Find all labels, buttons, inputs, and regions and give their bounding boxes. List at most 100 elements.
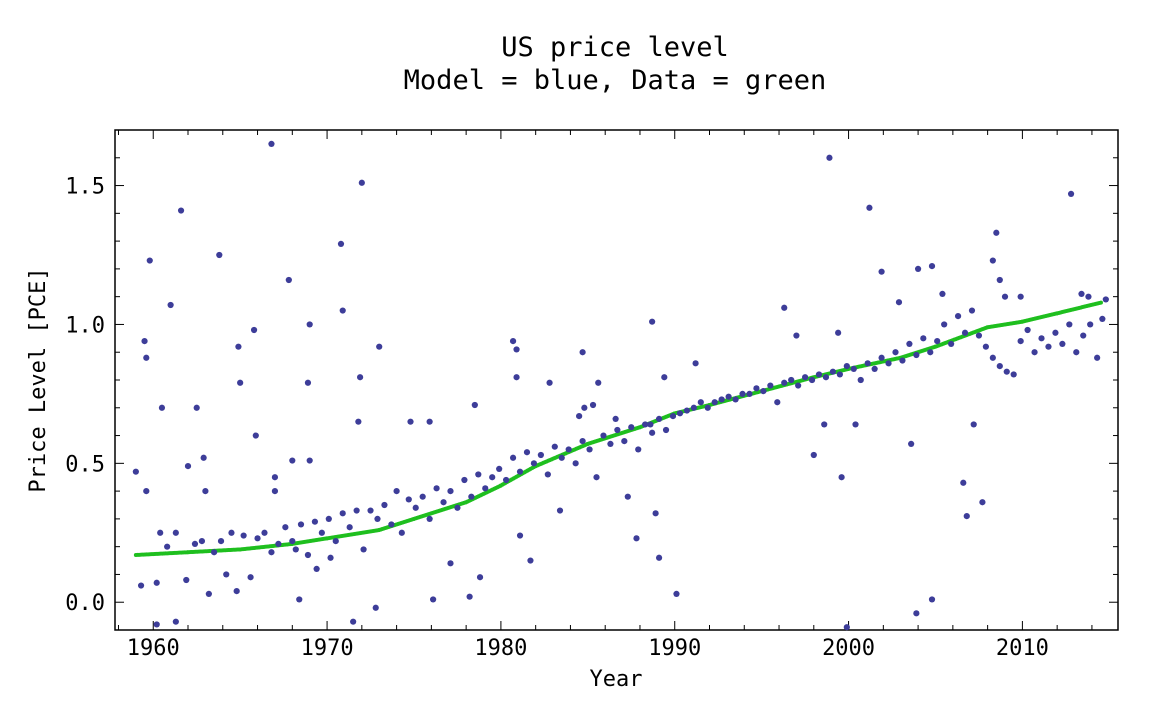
model-point: [954, 313, 962, 320]
model-point: [908, 440, 915, 447]
y-tick-labels: 0.0 0.5 1.0 1.5: [65, 175, 105, 617]
model-point: [975, 332, 983, 339]
model-point: [350, 618, 357, 625]
model-point: [202, 488, 209, 495]
model-point: [843, 624, 850, 631]
data-series-green: [133, 300, 1103, 557]
model-point: [426, 515, 433, 522]
model-point: [271, 474, 279, 481]
model-point: [381, 501, 388, 509]
model-point: [304, 551, 312, 559]
model-point: [153, 579, 160, 586]
model-point: [398, 529, 405, 536]
model-point: [235, 343, 242, 350]
model-point: [704, 404, 711, 411]
model-point: [468, 493, 475, 500]
model-point: [132, 468, 139, 475]
model-point: [426, 418, 433, 425]
model-point: [318, 529, 325, 536]
model-point: [153, 621, 160, 628]
model-point: [871, 365, 878, 372]
model-point: [607, 440, 614, 447]
model-point: [339, 510, 346, 517]
x-tick-label: 1980: [474, 636, 527, 661]
model-point: [662, 426, 670, 434]
model-point: [961, 329, 969, 336]
model-point: [593, 474, 600, 481]
x-tick-label: 2010: [996, 636, 1049, 661]
model-point: [885, 360, 892, 367]
model-point: [374, 515, 381, 522]
model-point: [1038, 335, 1045, 342]
chart-subtitle: Model = blue, Data = green: [404, 65, 827, 96]
model-point: [289, 457, 296, 464]
model-point: [572, 460, 579, 467]
model-point: [864, 360, 871, 367]
model-point: [158, 404, 166, 411]
y-tick-label: 1.0: [65, 313, 105, 338]
model-point: [655, 415, 663, 422]
model-point: [509, 338, 517, 345]
model-point: [306, 457, 313, 464]
model-point: [906, 340, 913, 347]
model-point: [970, 421, 977, 428]
model-point: [167, 301, 174, 309]
model-point: [899, 357, 906, 364]
model-point: [826, 154, 833, 161]
model-point: [621, 438, 628, 445]
model-point: [612, 415, 619, 422]
model-point: [1017, 338, 1024, 345]
model-point: [261, 529, 268, 536]
model-point: [297, 521, 305, 528]
model-point: [433, 485, 440, 492]
model-point: [815, 371, 823, 378]
model-point: [217, 538, 225, 545]
model-point: [183, 576, 190, 584]
model-point: [655, 554, 663, 561]
model-point: [388, 521, 395, 528]
model-point: [282, 524, 289, 531]
model-point: [1031, 349, 1038, 356]
model-point: [271, 488, 279, 495]
model-point: [332, 538, 339, 545]
model-point: [530, 460, 538, 467]
model-point: [836, 371, 843, 378]
model-point: [544, 471, 551, 478]
model-point: [934, 338, 941, 345]
model-point: [143, 354, 150, 361]
model-point: [589, 401, 597, 409]
model-point: [393, 488, 400, 495]
model-point: [633, 535, 640, 542]
model-point: [746, 390, 753, 397]
model-point: [466, 593, 473, 600]
model-point: [164, 543, 171, 550]
plot-frame: [114, 129, 1119, 631]
model-point: [1059, 340, 1066, 347]
model-point: [808, 376, 816, 384]
model-point: [527, 557, 534, 564]
model-point: [172, 529, 179, 536]
model-point: [960, 479, 967, 486]
model-point: [503, 476, 510, 484]
model-point: [579, 349, 586, 356]
model-point: [482, 485, 489, 492]
model-point: [892, 349, 899, 356]
model-point: [595, 379, 602, 386]
x-tick-label: 1970: [301, 636, 354, 661]
model-point: [928, 263, 936, 270]
model-point: [355, 418, 362, 425]
model-point: [838, 474, 845, 481]
model-point: [137, 582, 145, 589]
x-tick-label: 2000: [822, 636, 875, 661]
model-point: [711, 399, 718, 406]
model-point: [928, 596, 936, 603]
model-point: [358, 179, 365, 186]
model-point: [914, 265, 922, 272]
model-point: [993, 229, 1000, 236]
model-point: [537, 451, 544, 459]
model-point: [513, 346, 520, 353]
model-point: [781, 379, 788, 386]
model-point: [979, 499, 986, 506]
model-point: [661, 374, 668, 381]
